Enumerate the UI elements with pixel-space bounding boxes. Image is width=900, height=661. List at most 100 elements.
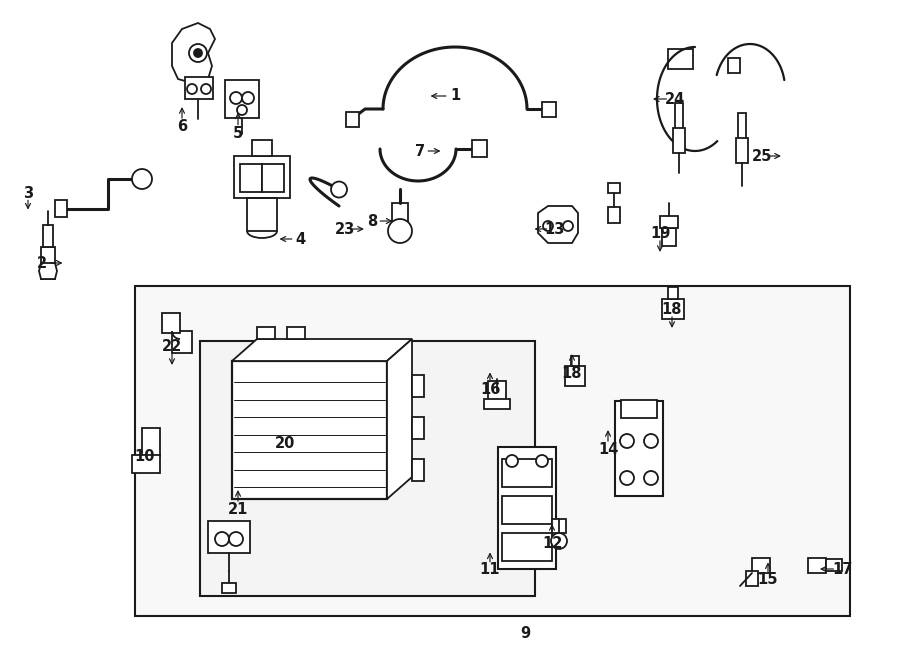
Text: 9: 9 bbox=[520, 625, 530, 641]
Bar bbox=[185, 77, 213, 99]
Bar bbox=[752, 558, 770, 573]
Circle shape bbox=[230, 92, 242, 104]
Text: 6: 6 bbox=[177, 118, 187, 134]
Bar bbox=[135, 286, 850, 616]
Text: 5: 5 bbox=[233, 126, 243, 141]
Bar bbox=[200, 341, 535, 596]
Bar bbox=[142, 428, 160, 456]
Circle shape bbox=[644, 434, 658, 448]
Bar bbox=[262, 164, 284, 192]
Bar bbox=[43, 225, 53, 247]
Bar bbox=[412, 417, 424, 439]
Bar bbox=[808, 558, 826, 573]
Bar bbox=[662, 299, 684, 319]
Bar bbox=[608, 207, 620, 223]
Bar bbox=[346, 112, 359, 127]
Circle shape bbox=[563, 221, 573, 231]
Bar bbox=[412, 459, 424, 481]
Bar bbox=[662, 228, 676, 246]
Bar bbox=[412, 375, 424, 397]
Bar bbox=[738, 113, 746, 141]
Text: 21: 21 bbox=[228, 502, 248, 516]
Text: 4: 4 bbox=[295, 231, 305, 247]
Text: 14: 14 bbox=[598, 442, 618, 457]
Bar bbox=[208, 521, 250, 553]
Bar bbox=[615, 401, 663, 496]
Circle shape bbox=[132, 169, 152, 189]
Circle shape bbox=[229, 532, 243, 546]
Text: 16: 16 bbox=[480, 381, 500, 397]
Bar bbox=[736, 138, 748, 163]
Bar bbox=[728, 58, 740, 73]
Text: 3: 3 bbox=[22, 186, 33, 200]
Text: 20: 20 bbox=[274, 436, 295, 451]
Text: 10: 10 bbox=[135, 449, 155, 463]
Bar bbox=[55, 200, 67, 217]
Text: 23: 23 bbox=[335, 221, 356, 237]
Text: 11: 11 bbox=[480, 561, 500, 576]
Bar bbox=[621, 400, 657, 418]
Text: 22: 22 bbox=[162, 338, 182, 354]
Text: 25: 25 bbox=[752, 149, 772, 163]
Bar bbox=[472, 140, 487, 157]
Bar bbox=[488, 381, 506, 401]
Circle shape bbox=[242, 92, 254, 104]
Bar bbox=[552, 519, 566, 533]
Bar bbox=[132, 455, 160, 473]
Circle shape bbox=[201, 84, 211, 94]
Text: 15: 15 bbox=[758, 572, 778, 586]
Circle shape bbox=[543, 221, 553, 231]
Text: 18: 18 bbox=[662, 301, 682, 317]
Bar bbox=[392, 203, 408, 225]
Polygon shape bbox=[387, 339, 412, 499]
Polygon shape bbox=[39, 263, 57, 279]
Bar bbox=[498, 447, 556, 569]
Circle shape bbox=[331, 182, 347, 198]
Circle shape bbox=[620, 434, 634, 448]
Bar bbox=[668, 287, 678, 299]
Bar bbox=[234, 156, 290, 198]
Text: 19: 19 bbox=[650, 225, 670, 241]
Bar bbox=[484, 399, 510, 409]
Text: 12: 12 bbox=[542, 535, 562, 551]
Bar bbox=[252, 140, 272, 156]
Bar bbox=[826, 559, 842, 571]
Bar bbox=[746, 571, 758, 586]
Text: 8: 8 bbox=[367, 214, 377, 229]
Bar bbox=[240, 164, 262, 192]
Bar bbox=[502, 496, 552, 524]
Polygon shape bbox=[538, 206, 578, 243]
Circle shape bbox=[644, 471, 658, 485]
Bar bbox=[502, 533, 552, 561]
Bar bbox=[222, 583, 236, 593]
Circle shape bbox=[189, 44, 207, 62]
Text: 1: 1 bbox=[450, 89, 460, 104]
Circle shape bbox=[551, 533, 567, 549]
Text: 17: 17 bbox=[832, 561, 852, 576]
Bar bbox=[673, 128, 685, 153]
Bar bbox=[172, 331, 192, 353]
Circle shape bbox=[388, 219, 412, 243]
Polygon shape bbox=[172, 23, 215, 83]
Bar bbox=[162, 313, 180, 333]
Bar bbox=[41, 247, 55, 279]
Polygon shape bbox=[232, 339, 412, 361]
Circle shape bbox=[237, 105, 247, 115]
Circle shape bbox=[536, 455, 548, 467]
Text: 13: 13 bbox=[544, 221, 565, 237]
Bar bbox=[542, 102, 556, 117]
Bar bbox=[668, 49, 693, 69]
Bar bbox=[232, 361, 387, 499]
Circle shape bbox=[506, 455, 518, 467]
Bar bbox=[225, 80, 259, 118]
Circle shape bbox=[620, 471, 634, 485]
Circle shape bbox=[187, 84, 197, 94]
Text: 18: 18 bbox=[562, 366, 582, 381]
Circle shape bbox=[215, 532, 229, 546]
Text: 24: 24 bbox=[665, 91, 685, 106]
Bar bbox=[608, 183, 620, 193]
Bar bbox=[675, 103, 683, 131]
Bar bbox=[660, 216, 678, 228]
Bar bbox=[287, 327, 305, 339]
Circle shape bbox=[194, 49, 202, 57]
